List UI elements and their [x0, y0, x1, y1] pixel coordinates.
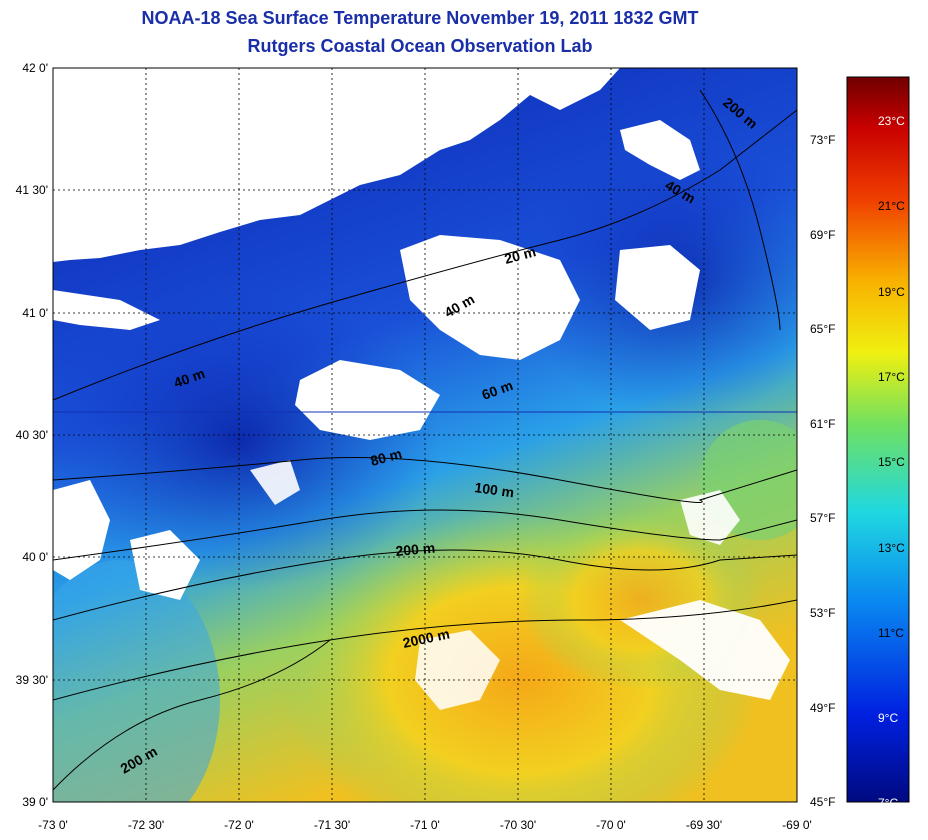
isobath-label: 80 m — [369, 445, 404, 469]
lon-tick-label: -71 0' — [410, 818, 440, 832]
lon-tick-label: -72 30' — [127, 818, 165, 832]
isobath-label: 200 m — [395, 540, 436, 559]
colorbar — [846, 76, 910, 803]
graticule — [53, 68, 797, 802]
cloud-gap — [620, 600, 790, 700]
isobath-contour — [53, 549, 797, 621]
lon-tick-label: -71 30' — [313, 818, 351, 832]
colorbar-celsius-label: 17°C — [878, 370, 905, 384]
colorbar-celsius-label: 15°C — [878, 455, 905, 469]
isobath-lines — [53, 89, 797, 791]
colorbar-fahrenheit-label: 65°F — [810, 322, 836, 336]
map-title: NOAA-18 Sea Surface Temperature November… — [141, 8, 699, 28]
lat-tick-label: 40 30' — [15, 428, 48, 442]
colorbar-celsius-label: 7°C — [878, 796, 899, 810]
cloud-gap — [680, 490, 740, 545]
colorbar-fahrenheit-label: 61°F — [810, 417, 836, 431]
colorbar-fahrenheit-label: 45°F — [810, 795, 836, 809]
lon-tick-label: -72 0' — [224, 818, 254, 832]
lon-tick-label: -70 0' — [596, 818, 626, 832]
colorbar-fahrenheit-label: 69°F — [810, 228, 836, 242]
cool-water-region — [53, 560, 220, 802]
lat-tick-label: 41 0' — [22, 306, 48, 320]
land-mass-new-england — [53, 68, 620, 262]
lat-tick-label: 40 0' — [22, 550, 48, 564]
lon-tick-label: -70 30' — [499, 818, 537, 832]
lon-tick-label: -69 30' — [685, 818, 723, 832]
cloud-gap — [615, 245, 700, 330]
map-frame — [52, 67, 798, 803]
isobath-contour — [53, 457, 797, 503]
map-subtitle: Rutgers Coastal Ocean Observation Lab — [247, 36, 593, 56]
colorbar-celsius-label: 19°C — [878, 285, 905, 299]
land-mass-cape-cod — [620, 120, 700, 180]
isobath-contour — [53, 599, 797, 701]
isobath-contour — [699, 89, 781, 331]
colorbar-fahrenheit-label: 57°F — [810, 511, 836, 525]
colorbar-celsius-label: 21°C — [878, 199, 905, 213]
colorbar-celsius-label: 9°C — [878, 711, 899, 725]
cloud-gap — [53, 480, 110, 580]
cloud-gap — [400, 235, 580, 360]
colorbar-fahrenheit-label: 73°F — [810, 133, 836, 147]
lat-tick-label: 39 30' — [15, 673, 48, 687]
colorbar-fahrenheit-label: 53°F — [810, 606, 836, 620]
isobath-contour — [53, 109, 797, 401]
land-mass-long-island — [53, 290, 160, 330]
isobath-label: 100 m — [474, 479, 516, 500]
lat-tick-label: 39 0' — [22, 795, 48, 809]
lat-tick-label: 42 0' — [22, 61, 48, 75]
colorbar-celsius-label: 23°C — [878, 114, 905, 128]
lon-tick-label: -69 0' — [782, 818, 812, 832]
isobath-label: 20 m — [503, 243, 538, 267]
isobath-contour — [53, 509, 797, 561]
cloud-gap — [295, 360, 440, 440]
lon-tick-label: -73 0' — [38, 818, 68, 832]
lat-tick-label: 41 30' — [15, 183, 48, 197]
cloud-gap — [250, 460, 300, 505]
colorbar-celsius-label: 11°C — [878, 626, 904, 640]
sst-image — [53, 68, 797, 802]
colorbar-fahrenheit-label: 49°F — [810, 701, 836, 715]
colorbar-celsius-label: 13°C — [878, 541, 905, 555]
cloud-gap — [130, 530, 200, 600]
cloud-gap — [415, 630, 500, 710]
isobath-contour — [53, 639, 331, 791]
